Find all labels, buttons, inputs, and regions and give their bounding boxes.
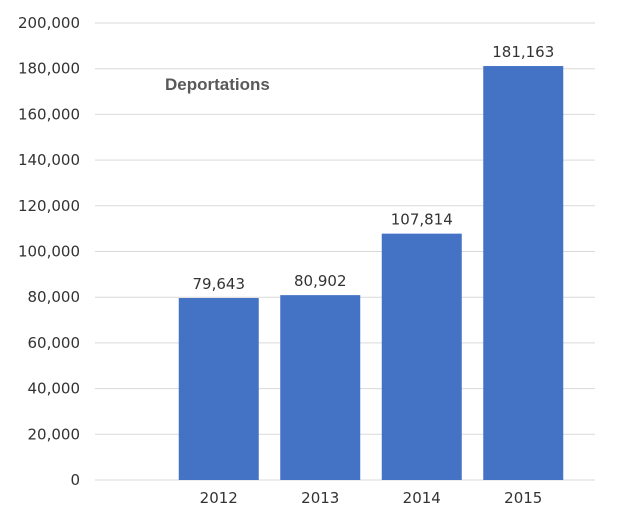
x-tick-label-2014: 2014: [403, 489, 441, 506]
x-axis-tick-labels: 2012 2013 2014 2015: [200, 489, 543, 506]
data-label-2013: 80,902: [294, 272, 347, 290]
data-label-2012: 79,643: [193, 275, 246, 293]
bar-2013: [280, 295, 361, 480]
data-label-2014: 107,814: [391, 211, 453, 229]
y-tick-label: 40,000: [28, 380, 81, 398]
x-tick-label-2015: 2015: [504, 489, 542, 506]
bar-2014: [381, 233, 462, 480]
y-tick-label: 180,000: [18, 60, 80, 78]
y-tick-label: 80,000: [28, 288, 81, 306]
y-tick-label: 100,000: [18, 243, 80, 261]
bar-2012: [178, 298, 259, 480]
data-labels: 79,643 80,902 107,814 181,163: [193, 43, 555, 293]
y-tick-label: 140,000: [18, 151, 80, 169]
chart-title: Deportations: [165, 75, 270, 94]
y-tick-label: 120,000: [18, 197, 80, 215]
y-tick-label: 200,000: [18, 14, 80, 32]
x-tick-label-2012: 2012: [200, 489, 238, 506]
y-axis-tick-labels: 0 20,000 40,000 60,000 80,000 100,000 120,000 1…: [18, 14, 80, 489]
y-tick-label: 160,000: [18, 105, 80, 123]
bars: [178, 66, 564, 480]
y-tick-label: 0: [70, 471, 80, 489]
y-tick-label: 60,000: [28, 334, 81, 352]
x-tick-label-2013: 2013: [301, 489, 339, 506]
data-label-2015: 181,163: [492, 43, 554, 61]
bar-2015: [483, 66, 564, 480]
y-tick-label: 20,000: [28, 425, 81, 443]
